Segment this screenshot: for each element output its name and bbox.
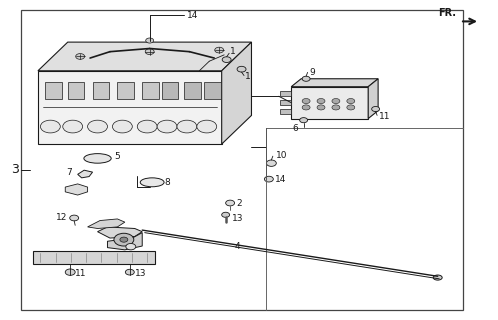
- Text: 6: 6: [292, 124, 298, 132]
- Text: 10: 10: [276, 151, 288, 160]
- Polygon shape: [65, 184, 88, 195]
- Ellipse shape: [433, 275, 442, 280]
- Polygon shape: [78, 170, 93, 178]
- Ellipse shape: [140, 178, 164, 187]
- Bar: [33, 252, 155, 264]
- Circle shape: [157, 120, 177, 133]
- Circle shape: [300, 118, 308, 123]
- Polygon shape: [38, 71, 222, 144]
- Text: 14: 14: [187, 11, 198, 20]
- Circle shape: [65, 269, 75, 275]
- Circle shape: [114, 233, 134, 246]
- Text: 1: 1: [230, 47, 236, 56]
- Circle shape: [125, 269, 134, 275]
- Circle shape: [266, 160, 276, 166]
- Polygon shape: [108, 233, 142, 250]
- Bar: [142, 82, 159, 100]
- Text: 3: 3: [10, 163, 18, 176]
- Polygon shape: [222, 42, 251, 144]
- Circle shape: [302, 76, 310, 81]
- Text: 11: 11: [379, 113, 390, 122]
- Text: 13: 13: [135, 269, 146, 278]
- Bar: [93, 82, 109, 100]
- Circle shape: [302, 105, 310, 110]
- Circle shape: [177, 120, 197, 133]
- Circle shape: [40, 120, 60, 133]
- Text: 14: 14: [275, 175, 286, 184]
- Bar: [162, 82, 178, 100]
- Polygon shape: [38, 42, 251, 71]
- Text: FR.: FR.: [439, 8, 457, 18]
- Bar: [280, 109, 291, 114]
- Circle shape: [146, 38, 154, 43]
- Circle shape: [226, 200, 235, 206]
- Circle shape: [347, 99, 355, 104]
- Circle shape: [145, 49, 154, 54]
- Text: 5: 5: [114, 152, 120, 161]
- Text: 1: 1: [245, 72, 251, 81]
- Circle shape: [126, 244, 136, 250]
- Circle shape: [222, 57, 231, 62]
- Circle shape: [332, 99, 340, 104]
- Circle shape: [222, 212, 230, 217]
- Bar: [204, 82, 221, 100]
- Circle shape: [197, 120, 217, 133]
- Bar: [68, 82, 84, 100]
- Circle shape: [63, 120, 83, 133]
- Ellipse shape: [84, 154, 111, 163]
- Bar: [291, 87, 368, 119]
- Circle shape: [88, 120, 108, 133]
- Circle shape: [264, 176, 273, 182]
- Circle shape: [120, 237, 128, 242]
- Bar: [45, 82, 62, 100]
- Bar: [280, 91, 291, 96]
- Circle shape: [302, 99, 310, 104]
- Circle shape: [237, 66, 246, 72]
- Polygon shape: [98, 227, 142, 238]
- Circle shape: [332, 105, 340, 110]
- Bar: [280, 100, 291, 105]
- Circle shape: [372, 107, 379, 112]
- Circle shape: [76, 53, 85, 59]
- Text: 12: 12: [56, 213, 68, 222]
- Text: 9: 9: [310, 68, 315, 77]
- Polygon shape: [88, 219, 125, 228]
- Polygon shape: [368, 79, 378, 119]
- Circle shape: [137, 120, 157, 133]
- Text: 8: 8: [164, 178, 170, 187]
- Circle shape: [70, 215, 79, 221]
- Circle shape: [347, 105, 355, 110]
- Text: 7: 7: [66, 168, 72, 177]
- Circle shape: [113, 120, 132, 133]
- Bar: [118, 82, 134, 100]
- Circle shape: [317, 105, 325, 110]
- Bar: [184, 82, 201, 100]
- Bar: [20, 10, 463, 310]
- Text: 4: 4: [234, 242, 240, 251]
- Polygon shape: [291, 79, 378, 87]
- Circle shape: [215, 47, 224, 53]
- Circle shape: [317, 99, 325, 104]
- Text: 2: 2: [236, 198, 242, 207]
- Text: 11: 11: [75, 269, 87, 278]
- Text: 13: 13: [232, 214, 243, 223]
